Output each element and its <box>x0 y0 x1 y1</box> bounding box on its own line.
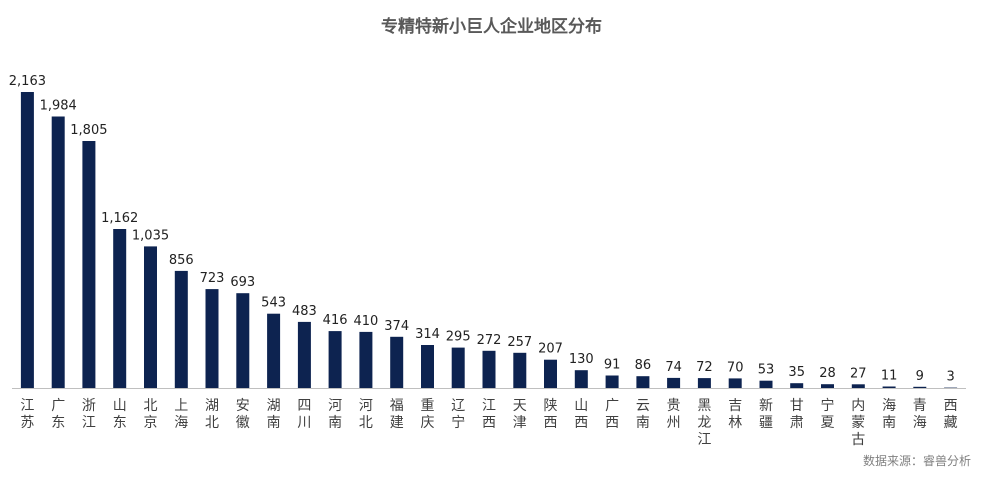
category-label: 甘肃 <box>790 398 804 431</box>
category-label: 湖南 <box>267 398 281 431</box>
category-label: 河北 <box>359 398 373 431</box>
value-label: 1,035 <box>132 228 169 243</box>
category-label: 湖北 <box>205 398 219 431</box>
value-label: 11 <box>881 369 898 384</box>
value-label: 314 <box>415 327 440 342</box>
value-label: 1,984 <box>40 99 77 114</box>
value-label: 257 <box>507 335 532 350</box>
value-label: 272 <box>477 333 502 348</box>
value-label: 27 <box>850 366 867 381</box>
bar-内蒙古 <box>851 384 865 388</box>
category-label: 新疆 <box>759 398 773 431</box>
value-label: 295 <box>446 330 471 345</box>
bar-新疆 <box>759 380 773 388</box>
value-label: 1,805 <box>70 123 107 138</box>
bar-河北 <box>359 331 373 388</box>
bar-吉林 <box>728 378 742 388</box>
category-label: 江西 <box>482 398 496 431</box>
chart-title: 专精特新小巨人企业地区分布 <box>381 17 602 37</box>
bar-湖南 <box>267 313 281 388</box>
bar-辽宁 <box>451 347 465 388</box>
category-label: 海南 <box>882 398 896 431</box>
category-label: 云南 <box>636 398 650 431</box>
category-label: 青海 <box>913 398 927 431</box>
bar-广西 <box>605 375 619 388</box>
value-label: 483 <box>292 304 317 319</box>
value-label: 3 <box>946 370 954 385</box>
category-label: 宁夏 <box>821 397 835 431</box>
value-label: 2,163 <box>9 74 46 89</box>
value-label: 410 <box>353 314 378 329</box>
bar-海南 <box>882 386 896 388</box>
category-label: 山东 <box>113 398 127 431</box>
bar-山西 <box>574 370 588 388</box>
category-label: 上海 <box>174 398 188 431</box>
value-label: 28 <box>819 366 836 381</box>
value-label: 416 <box>323 313 348 328</box>
category-label: 四川 <box>297 398 311 431</box>
value-label: 374 <box>384 319 409 334</box>
bar-天津 <box>513 352 527 388</box>
value-label: 693 <box>230 275 255 290</box>
bar-安徽 <box>236 293 250 388</box>
bar-宁夏 <box>821 384 834 388</box>
category-label: 浙江 <box>82 398 96 431</box>
bar-贵州 <box>667 377 681 388</box>
value-label: 86 <box>635 358 652 373</box>
category-label: 河南 <box>328 398 342 431</box>
value-label: 72 <box>696 360 713 375</box>
category-label: 内蒙古 <box>851 398 865 448</box>
bar-山东 <box>113 229 127 388</box>
bar-陕西 <box>544 359 557 388</box>
category-label: 江苏 <box>20 398 34 431</box>
category-label: 贵州 <box>667 398 681 431</box>
value-label: 91 <box>604 358 621 373</box>
source-note: 数据来源：睿兽分析 <box>862 454 971 468</box>
category-label: 广西 <box>605 398 619 431</box>
category-label: 安徽 <box>236 398 250 431</box>
value-label: 130 <box>569 352 594 367</box>
bar-重庆 <box>421 345 434 388</box>
category-label: 西藏 <box>944 398 958 431</box>
bar-福建 <box>390 336 404 388</box>
category-label: 辽宁 <box>451 398 465 431</box>
bar-河南 <box>328 331 342 388</box>
value-label: 543 <box>261 296 286 311</box>
category-label: 广东 <box>51 398 65 431</box>
category-label: 山西 <box>574 398 588 431</box>
category-label: 黑龙江 <box>697 398 711 448</box>
category-label: 陕西 <box>544 398 558 431</box>
bar-四川 <box>297 321 311 388</box>
bar-浙江 <box>82 141 96 388</box>
bar-甘肃 <box>790 383 804 388</box>
category-label: 福建 <box>390 398 404 431</box>
category-label: 北京 <box>144 398 158 431</box>
bar-青海 <box>913 386 927 388</box>
value-label: 70 <box>727 360 744 375</box>
bar-北京 <box>144 246 157 388</box>
value-label: 723 <box>200 271 225 286</box>
category-label: 天津 <box>513 398 527 431</box>
category-label: 吉林 <box>728 398 742 431</box>
value-label: 207 <box>538 342 563 357</box>
bar-上海 <box>174 270 188 388</box>
bar-云南 <box>636 376 650 388</box>
category-label: 重庆 <box>421 398 435 431</box>
value-label: 74 <box>665 360 682 375</box>
value-label: 856 <box>169 253 194 268</box>
bar-广东 <box>51 116 65 388</box>
bar-江苏 <box>20 92 34 388</box>
bar-江西 <box>482 350 496 388</box>
bar-黑龙江 <box>697 378 711 388</box>
value-label: 9 <box>916 369 924 384</box>
value-label: 35 <box>788 365 805 380</box>
value-label: 1,162 <box>101 211 138 226</box>
bar-湖北 <box>205 289 219 388</box>
value-label: 53 <box>758 363 775 378</box>
